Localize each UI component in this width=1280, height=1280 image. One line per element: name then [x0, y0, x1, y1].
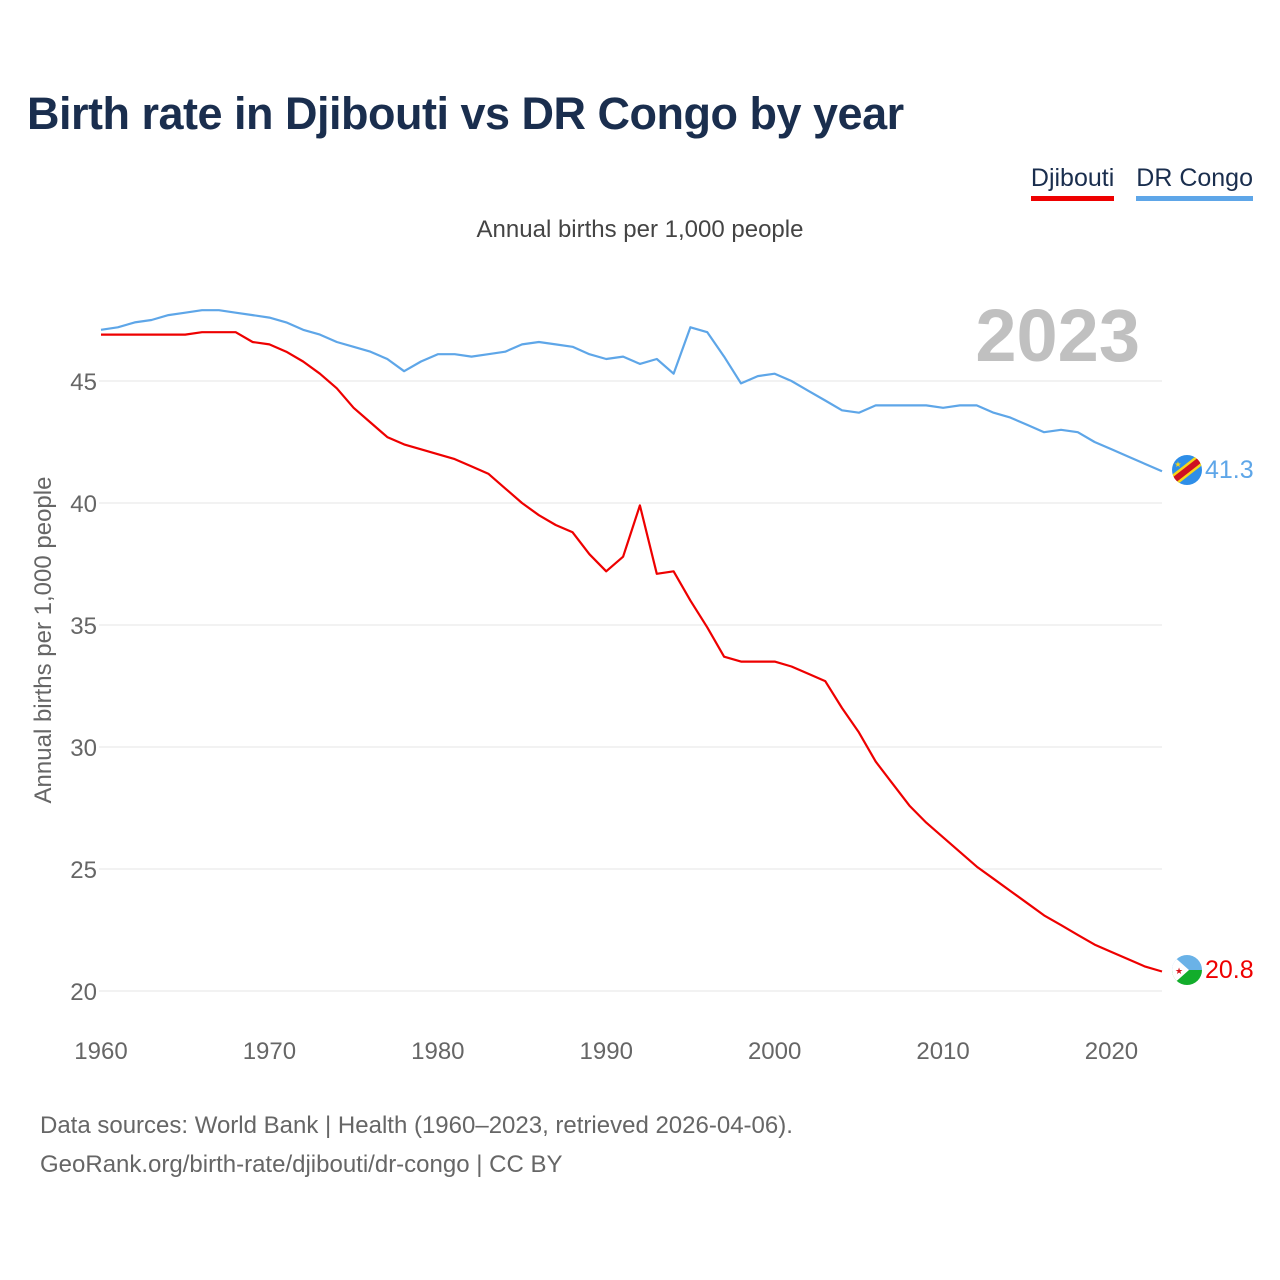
chart-subtitle: Annual births per 1,000 people	[476, 216, 804, 243]
svg-text:★: ★	[1175, 966, 1183, 976]
y-tick-label: 40	[70, 491, 97, 518]
y-tick-label: 45	[70, 369, 97, 396]
x-tick-label: 1960	[74, 1038, 127, 1065]
end-label-dr-congo: 41.3	[1205, 456, 1254, 484]
grid-lines	[99, 380, 1162, 992]
series-line-djibouti	[101, 331, 1163, 973]
y-tick-label: 30	[70, 735, 97, 762]
y-tick-label: 35	[70, 613, 97, 640]
svg-text:★: ★	[1174, 460, 1181, 469]
end-markers: ★ ★	[1172, 455, 1202, 985]
legend-item-djibouti[interactable]: Djibouti	[1030, 164, 1115, 201]
x-tick-label: 2000	[748, 1038, 801, 1065]
x-tick-label: 1990	[580, 1038, 633, 1065]
footer: Data sources: World Bank | Health (1960–…	[40, 1106, 793, 1184]
x-tick-label: 1970	[243, 1038, 296, 1065]
footer-attribution: GeoRank.org/birth-rate/djibouti/dr-congo…	[40, 1151, 563, 1178]
y-tick-label: 25	[70, 857, 97, 884]
series	[100, 309, 1163, 973]
x-tick-label: 2020	[1085, 1038, 1138, 1065]
series-line-dr-congo	[100, 309, 1163, 473]
highlight-year: 2023	[975, 294, 1140, 377]
djibouti-flag-icon: ★	[1172, 955, 1202, 985]
footer-source: Data sources: World Bank | Health (1960–…	[40, 1112, 793, 1139]
axis-ticks: 20 25 30 35 40 45 1960 1970 1980 1990 2000 2010 2020	[70, 369, 1138, 1065]
x-tick-label: 1980	[411, 1038, 464, 1065]
y-tick-label: 20	[70, 979, 97, 1006]
legend: Djibouti DR Congo	[1030, 164, 1253, 201]
x-tick-label: 2010	[916, 1038, 969, 1065]
legend-item-dr-congo[interactable]: DR Congo	[1136, 164, 1253, 201]
dr-congo-flag-icon: ★	[1172, 455, 1202, 485]
end-label-djibouti: 20.8	[1205, 956, 1254, 984]
y-axis-label: Annual births per 1,000 people	[30, 477, 57, 804]
chart-title: Birth rate in Djibouti vs DR Congo by ye…	[27, 88, 904, 139]
